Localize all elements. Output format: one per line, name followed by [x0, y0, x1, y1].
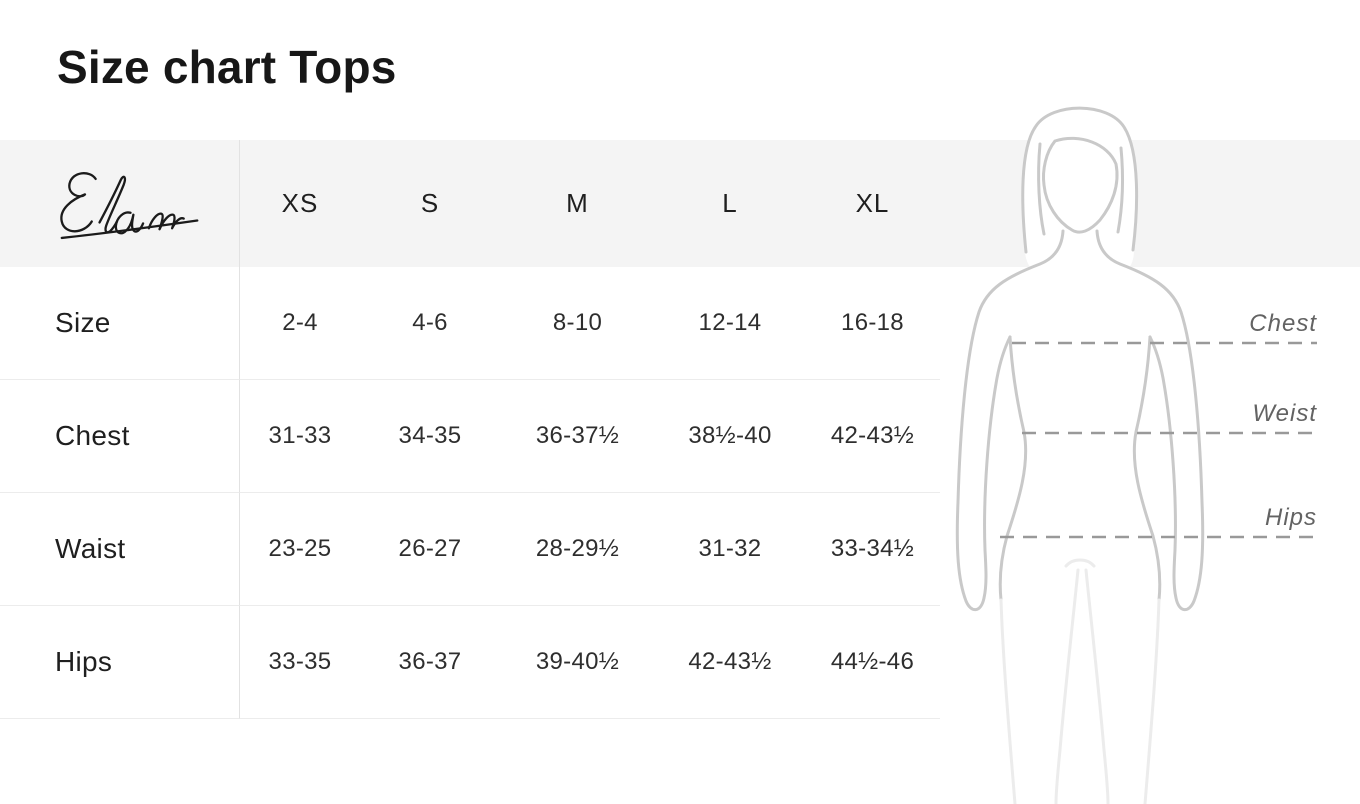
elan-signature-logo: Elan [60, 171, 199, 239]
cell-chest-m: 36-37½ [500, 380, 655, 493]
woman-left-torso [998, 335, 1028, 602]
waist-label: Weist [1252, 400, 1317, 427]
cell-size-m: 8-10 [500, 267, 655, 380]
signature-letter-n [147, 212, 185, 230]
cell-hips-xl: 44½-46 [805, 606, 940, 719]
chest-label: Chest [1249, 310, 1317, 337]
woman-right-leg-inner [1084, 568, 1110, 804]
hips-label: Hips [1265, 504, 1317, 531]
cell-chest-xl: 42-43½ [805, 380, 940, 493]
size-chart-table: Elan XS S M L XL Size 2-4 4-6 8-10 12-14… [0, 140, 940, 719]
woman-left-arm [955, 229, 1065, 612]
cell-hips-xs: 33-35 [240, 606, 360, 719]
cell-size-xs: 2-4 [240, 267, 360, 380]
woman-hair-strand-left [1037, 142, 1046, 236]
woman-left-leg-outer [999, 598, 1017, 804]
column-header-xl: XL [855, 188, 890, 218]
woman-hair-strand-right [1116, 146, 1124, 234]
column-header-xs: XS [281, 188, 319, 218]
cell-hips-l: 42-43½ [655, 606, 805, 719]
cell-waist-xl: 33-34½ [805, 493, 940, 606]
woman-hair-outline [1021, 106, 1139, 254]
figure-illustration: Chest Weist Hips [955, 106, 1317, 804]
woman-face [1042, 136, 1119, 234]
cell-size-s: 4-6 [360, 267, 500, 380]
cell-waist-xs: 23-25 [240, 493, 360, 606]
cell-chest-xs: 31-33 [240, 380, 360, 493]
brand-logo-cell: Elan [0, 140, 240, 267]
column-header-l: L [722, 188, 738, 218]
cell-waist-l: 31-32 [655, 493, 805, 606]
woman-left-leg-inner [1054, 568, 1080, 804]
signature-letter-a [114, 210, 145, 234]
row-label-chest: Chest [0, 380, 240, 493]
cell-waist-s: 26-27 [360, 493, 500, 606]
woman-right-leg-outer [1143, 598, 1161, 804]
cell-size-l: 12-14 [655, 267, 805, 380]
woman-crotch-line [1064, 558, 1096, 568]
cell-chest-s: 34-35 [360, 380, 500, 493]
cell-chest-l: 38½-40 [655, 380, 805, 493]
signature-letter-l [98, 175, 127, 233]
cell-hips-m: 39-40½ [500, 606, 655, 719]
column-header-s: S [420, 188, 440, 218]
cell-hips-s: 36-37 [360, 606, 500, 719]
row-label-size: Size [0, 267, 240, 380]
woman-right-torso [1132, 335, 1162, 602]
signature-underline [60, 218, 199, 239]
woman-right-arm [1095, 229, 1205, 612]
row-label-waist: Waist [0, 493, 240, 606]
page-title: Size chart Tops [57, 41, 397, 93]
signature-letter-e [60, 171, 97, 232]
cell-size-xl: 16-18 [805, 267, 940, 380]
row-label-hips: Hips [0, 606, 240, 719]
cell-waist-m: 28-29½ [500, 493, 655, 606]
column-header-m: M [566, 188, 589, 218]
